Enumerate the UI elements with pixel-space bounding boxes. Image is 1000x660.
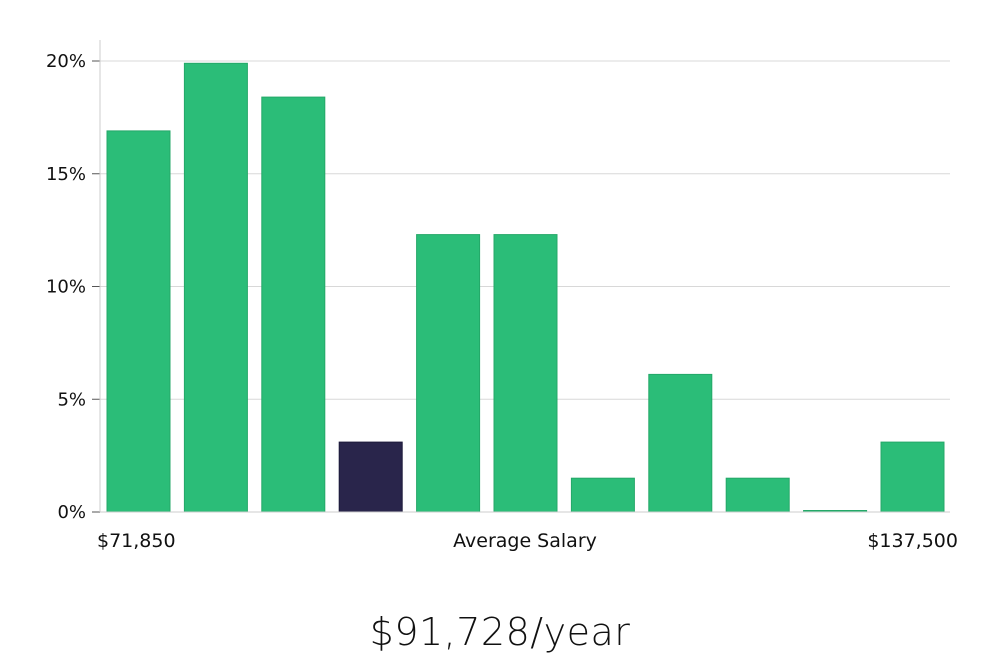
bar (570, 477, 635, 513)
salary-histogram: 0% 5% 10% 15% 20% $71,850 Average Salary $13… (46, 40, 958, 552)
y-tick-label: 0% (57, 502, 86, 523)
y-tick-label: 5% (57, 389, 86, 410)
y-axis-ticks: 0% 5% 10% 15% 20% (46, 51, 100, 523)
bar (261, 96, 326, 513)
bar (493, 234, 558, 513)
y-tick-label: 20% (46, 51, 86, 72)
bar (416, 234, 481, 513)
bar-highlighted (338, 441, 403, 513)
y-tick-label: 15% (46, 164, 86, 185)
bar (106, 130, 171, 513)
bar (648, 373, 713, 513)
average-salary-value: $91,728/year (369, 610, 631, 654)
histogram-svg: 0% 5% 10% 15% 20% $71,850 Average Salary $13… (46, 40, 958, 552)
bar (880, 441, 945, 513)
y-tick-label: 10% (46, 277, 86, 298)
x-axis-max-label: $137,500 (867, 530, 958, 552)
bar-group (106, 62, 945, 513)
x-axis-min-label: $71,850 (97, 530, 176, 552)
bar (725, 477, 790, 513)
bar (183, 62, 248, 513)
x-axis-title: Average Salary (453, 530, 597, 552)
